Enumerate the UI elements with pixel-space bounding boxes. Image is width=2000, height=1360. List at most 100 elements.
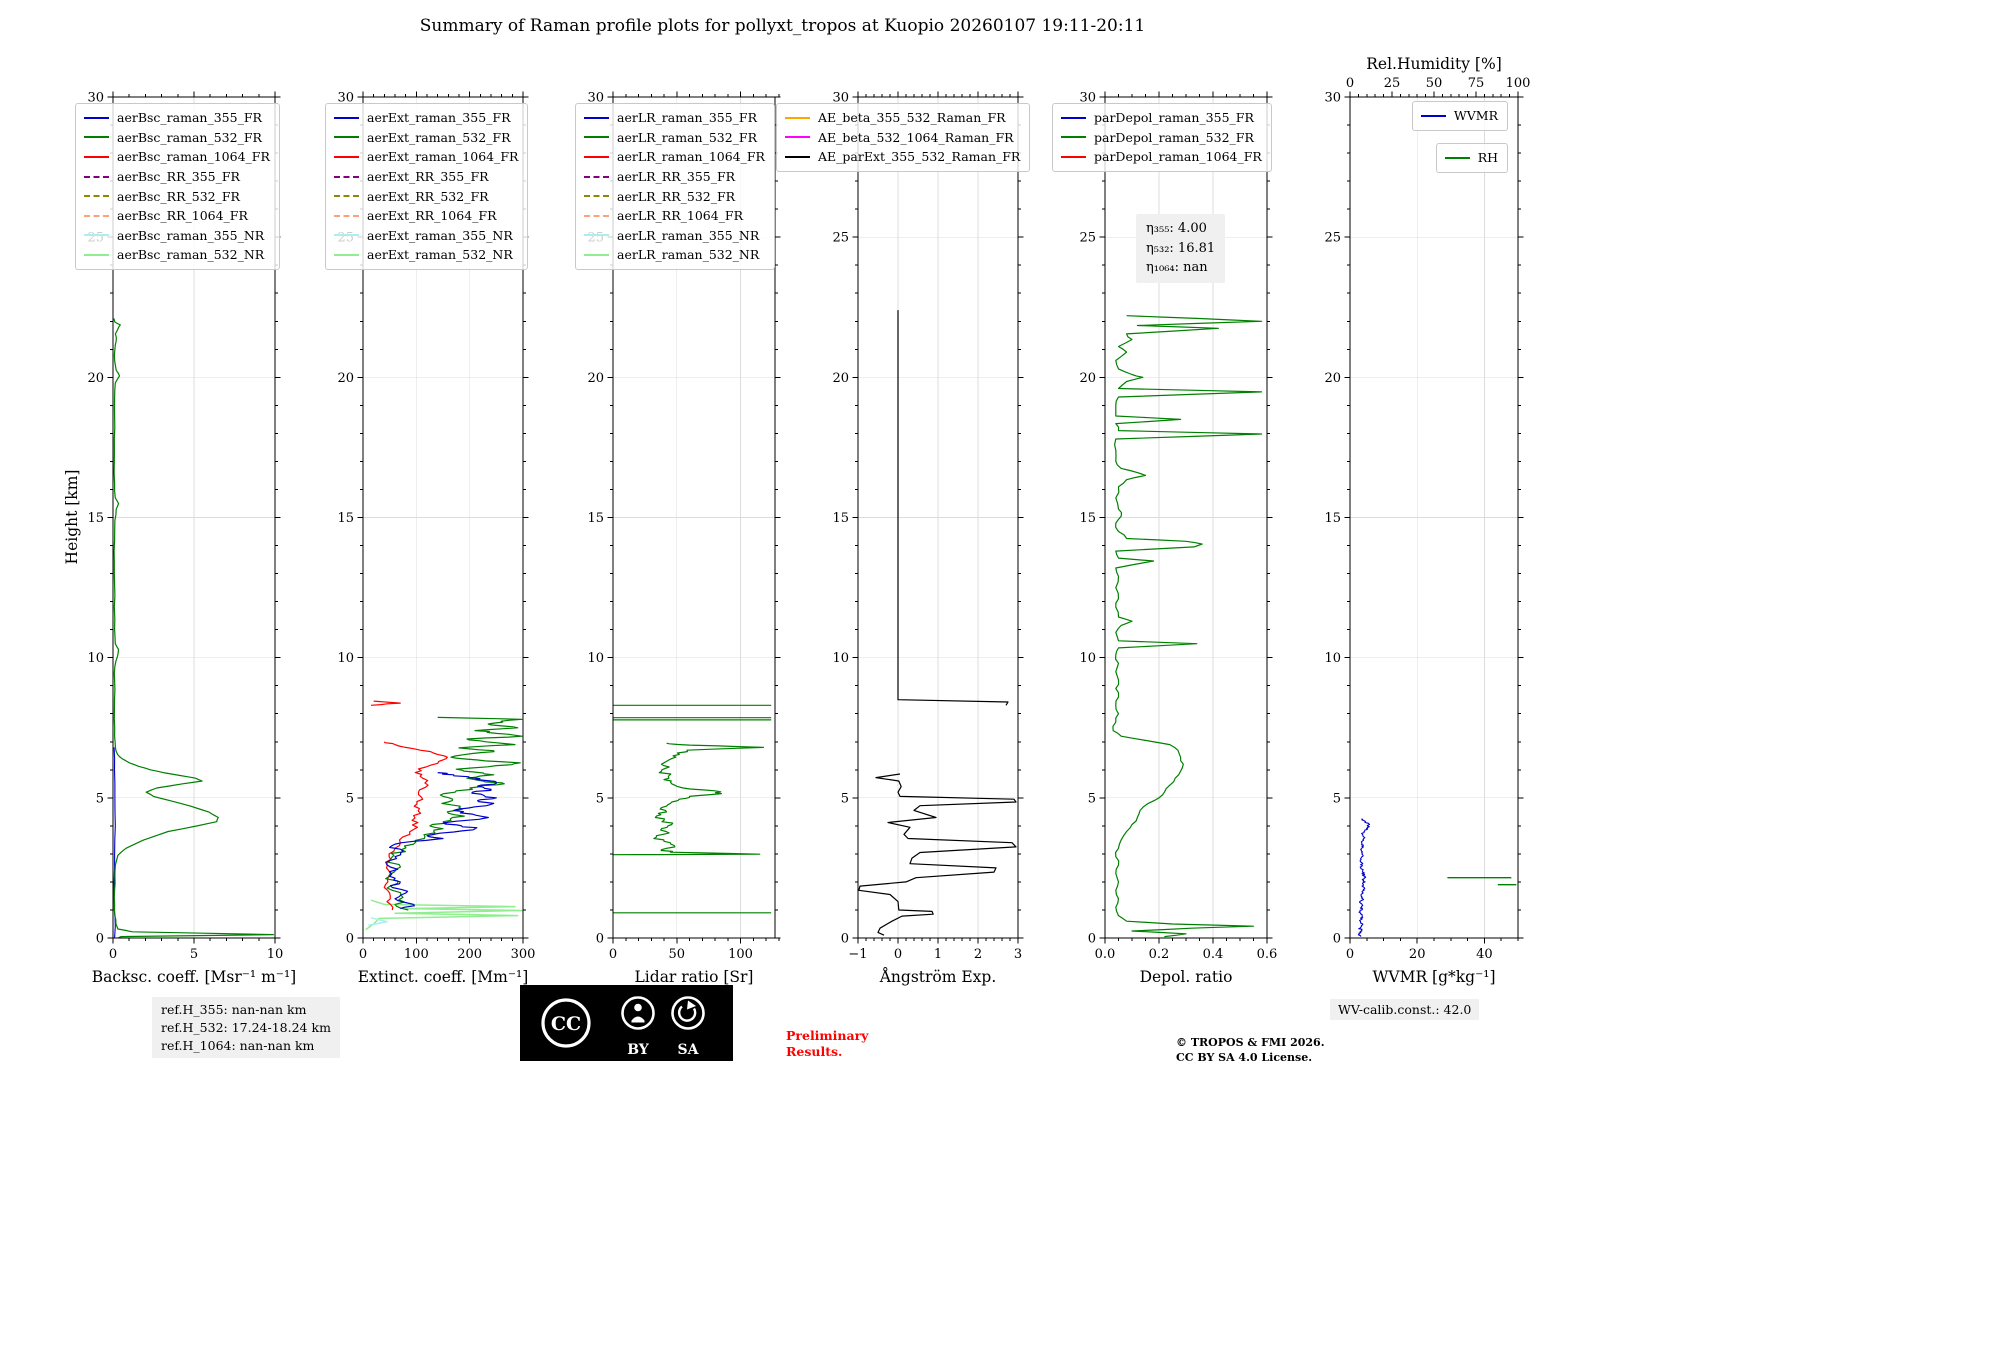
legend-entry-aerLR_raman_1064_FR: aerLR_raman_1064_FR bbox=[584, 147, 765, 167]
x-tick-label: 1 bbox=[934, 947, 942, 962]
legend-label: aerLR_RR_355_FR bbox=[617, 169, 736, 185]
y-tick-label: 5 bbox=[1333, 791, 1341, 806]
legend-label: aerLR_raman_1064_FR bbox=[617, 149, 765, 165]
legend-line-sample bbox=[84, 175, 109, 178]
x-axis-label: Ångström Exp. bbox=[879, 968, 997, 986]
legend-entry-aerLR_raman_355_NR: aerLR_raman_355_NR bbox=[584, 226, 765, 246]
y-tick-label: 5 bbox=[346, 791, 354, 806]
sa-text: SA bbox=[678, 1042, 700, 1058]
legend-depol: parDepol_raman_355_FR parDepol_raman_532_… bbox=[1052, 103, 1272, 172]
legend-line-sample bbox=[1061, 155, 1086, 158]
legend-entry-aerBsc_raman_355_NR: aerBsc_raman_355_NR bbox=[84, 226, 270, 246]
series-layer bbox=[613, 704, 772, 914]
legend-entry-AE_beta_532_1064_Raman_FR: AE_beta_532_1064_Raman_FR bbox=[785, 128, 1020, 148]
x-axis-label: WVMR [g*kg⁻¹] bbox=[1372, 968, 1495, 986]
legend-label: AE_beta_532_1064_Raman_FR bbox=[818, 129, 1014, 145]
series-aerBsc_raman_532_FR bbox=[113, 318, 274, 938]
ref-height-355: ref.H_355: nan-nan km bbox=[161, 1002, 307, 1017]
eta-355-value: η₃₅₅: 4.00 bbox=[1146, 221, 1207, 236]
series-layer bbox=[1357, 818, 1517, 937]
legend-entry-parDepol_raman_1064_FR: parDepol_raman_1064_FR bbox=[1061, 147, 1262, 167]
y-tick-label: 0 bbox=[346, 932, 354, 947]
legend-label: aerBsc_raman_355_NR bbox=[117, 227, 265, 243]
y-tick-label: 5 bbox=[596, 791, 604, 806]
series-layer bbox=[113, 318, 274, 938]
legend-entry-parDepol_raman_532_FR: parDepol_raman_532_FR bbox=[1061, 128, 1262, 148]
by-text: BY bbox=[627, 1042, 650, 1058]
x-tick-label: 20 bbox=[1409, 947, 1426, 962]
y-tick-label: 0 bbox=[1333, 932, 1341, 947]
legend-label: aerBsc_RR_1064_FR bbox=[117, 208, 248, 224]
legend-line-sample bbox=[584, 136, 609, 139]
cc-icon: CC bbox=[541, 998, 591, 1048]
legend-label: aerExt_raman_355_NR bbox=[367, 227, 513, 243]
series-layer bbox=[858, 310, 1017, 936]
eta-532-value: η₅₃₂: 16.81 bbox=[1146, 240, 1216, 256]
legend-label: parDepol_raman_532_FR bbox=[1094, 129, 1254, 145]
gridlines bbox=[1349, 96, 1518, 939]
top-tick-label: 0 bbox=[1346, 76, 1354, 91]
x-axis-label: Backsc. coeff. [Msr⁻¹ m⁻¹] bbox=[92, 968, 296, 986]
series-aerExt_raman_355_FR bbox=[386, 772, 497, 910]
preliminary-note: Preliminary Results. bbox=[786, 1028, 868, 1061]
x-tick-label: 3 bbox=[1014, 947, 1022, 962]
top-tick-label: 25 bbox=[1384, 76, 1401, 91]
y-tick-label: 10 bbox=[337, 651, 354, 666]
series-aerExt_raman_532_NR bbox=[365, 899, 523, 931]
legend-entry-aerBsc_RR_355_FR: aerBsc_RR_355_FR bbox=[84, 167, 270, 187]
axis-ticks bbox=[1344, 91, 1524, 944]
top-tick-label: 100 bbox=[1506, 76, 1531, 91]
legend-entry-AE_parExt_355_532_Raman_FR: AE_parExt_355_532_Raman_FR bbox=[785, 147, 1020, 167]
legend-line-sample bbox=[334, 116, 359, 119]
legend-line-sample bbox=[584, 195, 609, 198]
x-tick-label: 0 bbox=[109, 947, 117, 962]
series-layer bbox=[365, 700, 523, 931]
x-tick-label: 0 bbox=[609, 947, 617, 962]
legend-entry-aerBsc_raman_355_FR: aerBsc_raman_355_FR bbox=[84, 108, 270, 128]
x-tick-label: 0 bbox=[1346, 947, 1354, 962]
top-tick-label: 75 bbox=[1468, 76, 1485, 91]
y-tick-label: 15 bbox=[1079, 511, 1096, 526]
legend-line-sample bbox=[1061, 116, 1086, 119]
legend-line-sample bbox=[584, 253, 609, 256]
y-tick-label: 30 bbox=[1079, 91, 1096, 106]
legend-line-sample bbox=[584, 234, 609, 237]
legend-entry-aerBsc_raman_1064_FR: aerBsc_raman_1064_FR bbox=[84, 147, 270, 167]
legend-entry-aerExt_RR_532_FR: aerExt_RR_532_FR bbox=[334, 186, 518, 206]
legend-extinction: aerExt_raman_355_FR aerExt_raman_532_FR ae… bbox=[325, 103, 529, 270]
y-tick-label: 15 bbox=[337, 511, 354, 526]
legend-entry-aerExt_RR_355_FR: aerExt_RR_355_FR bbox=[334, 167, 518, 187]
ref-height-532: ref.H_532: 17.24-18.24 km bbox=[161, 1019, 331, 1035]
legend-line-sample bbox=[785, 116, 810, 119]
y-tick-label: 15 bbox=[87, 511, 104, 526]
legend-entry-aerExt_raman_355_NR: aerExt_raman_355_NR bbox=[334, 226, 518, 246]
legend-line-sample bbox=[334, 175, 359, 178]
x-tick-label: −1 bbox=[848, 947, 867, 962]
y-tick-label: 5 bbox=[1088, 791, 1096, 806]
x-tick-label: 0.0 bbox=[1095, 947, 1116, 962]
legend-line-sample bbox=[84, 234, 109, 237]
x-tick-label: 0 bbox=[359, 947, 367, 962]
x-tick-label: 2 bbox=[974, 947, 982, 962]
legend-line-sample bbox=[785, 155, 810, 158]
gridlines bbox=[857, 96, 1019, 939]
legend-line-sample bbox=[84, 253, 109, 256]
legend-label: aerBsc_raman_1064_FR bbox=[117, 149, 270, 165]
legend-label: aerBsc_raman_532_FR bbox=[117, 129, 262, 145]
x-tick-label: 200 bbox=[457, 947, 482, 962]
series-aerExt_raman_1064_FR bbox=[370, 700, 401, 706]
y-tick-label: 5 bbox=[96, 791, 104, 806]
y-tick-label: 30 bbox=[832, 91, 849, 106]
legend-entry-aerBsc_raman_532_NR: aerBsc_raman_532_NR bbox=[84, 245, 270, 265]
legend-line-sample bbox=[334, 234, 359, 237]
legend-entry-aerExt_raman_532_FR: aerExt_raman_532_FR bbox=[334, 128, 518, 148]
legend-label: aerLR_RR_532_FR bbox=[617, 188, 736, 204]
y-tick-label: 10 bbox=[832, 651, 849, 666]
axis-ticks bbox=[1099, 91, 1273, 944]
legend-label: aerExt_raman_532_NR bbox=[367, 247, 513, 263]
legend-line-sample bbox=[84, 116, 109, 119]
series-AE_parExt_355_532_Raman_FR bbox=[858, 773, 1017, 936]
